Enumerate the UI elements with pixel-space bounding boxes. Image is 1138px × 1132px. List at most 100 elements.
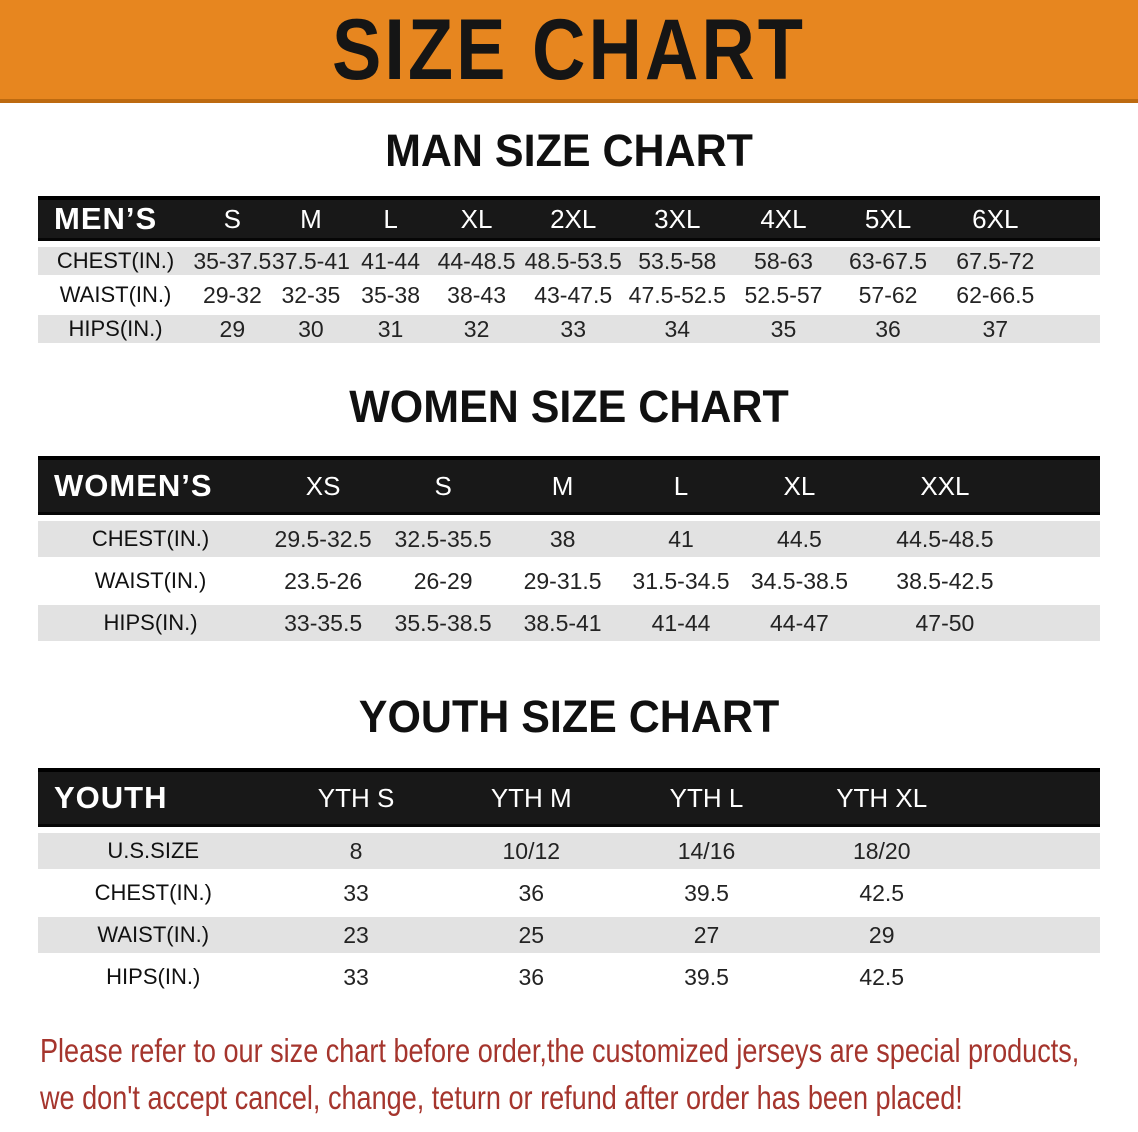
spacer-cell bbox=[1051, 196, 1100, 241]
size-value: 37 bbox=[939, 315, 1052, 343]
spacer-cell bbox=[1051, 281, 1100, 309]
size-value: 36 bbox=[443, 959, 619, 995]
size-col-header: YTH M bbox=[443, 768, 619, 827]
spacer-cell bbox=[1030, 521, 1100, 557]
size-value: 29.5-32.5 bbox=[263, 521, 384, 557]
size-value: 27 bbox=[618, 917, 795, 953]
size-col-header: XL bbox=[739, 456, 859, 515]
size-col-header: XS bbox=[263, 456, 384, 515]
spacer-cell bbox=[1051, 315, 1100, 343]
size-value: 34.5-38.5 bbox=[739, 563, 859, 599]
measure-label: WAIST(IN.) bbox=[38, 281, 194, 309]
measure-label: HIPS(IN.) bbox=[38, 959, 269, 995]
size-value: 32 bbox=[430, 315, 523, 343]
size-value: 8 bbox=[268, 833, 444, 869]
table-row: U.S.SIZE 8 10/12 14/16 18/20 bbox=[38, 833, 1100, 869]
size-value: 41-44 bbox=[622, 605, 740, 641]
size-value: 42.5 bbox=[794, 959, 970, 995]
size-value: 63-67.5 bbox=[836, 247, 940, 275]
size-value: 43-47.5 bbox=[522, 281, 625, 309]
size-col-header: XXL bbox=[858, 456, 1031, 515]
size-col-header: YTH S bbox=[268, 768, 444, 827]
table-row: WAIST(IN.) 29-32 32-35 35-38 38-43 43-47… bbox=[38, 281, 1100, 309]
table-row: HIPS(IN.) 33 36 39.5 42.5 bbox=[38, 959, 1100, 995]
table-row: CHEST(IN.) 33 36 39.5 42.5 bbox=[38, 875, 1100, 911]
size-value: 23 bbox=[268, 917, 444, 953]
size-value: 41 bbox=[622, 521, 740, 557]
table-row: HIPS(IN.) 29 30 31 32 33 34 35 36 37 bbox=[38, 315, 1100, 343]
measure-label: CHEST(IN.) bbox=[38, 247, 194, 275]
size-value: 38.5-41 bbox=[503, 605, 623, 641]
size-value: 36 bbox=[443, 875, 619, 911]
size-value: 38-43 bbox=[430, 281, 523, 309]
youth-size-section: YOUTH SIZE CHART YOUTH YTH S YTH M YTH L… bbox=[0, 691, 1138, 1001]
size-value: 39.5 bbox=[618, 959, 795, 995]
size-value: 41-44 bbox=[350, 247, 431, 275]
size-value: 35-38 bbox=[350, 281, 431, 309]
size-value: 44.5 bbox=[739, 521, 859, 557]
spacer-cell bbox=[969, 959, 1100, 995]
banner-title: SIZE CHART bbox=[332, 1, 806, 98]
size-value: 37.5-41 bbox=[271, 247, 351, 275]
table-row: CHEST(IN.) 29.5-32.5 32.5-35.5 38 41 44.… bbox=[38, 521, 1100, 557]
size-value: 14/16 bbox=[618, 833, 795, 869]
size-col-header: L bbox=[350, 196, 431, 241]
size-value: 32.5-35.5 bbox=[383, 521, 504, 557]
size-col-header: XL bbox=[430, 196, 523, 241]
table-row: WAIST(IN.) 23.5-26 26-29 29-31.5 31.5-34… bbox=[38, 563, 1100, 599]
spacer-cell bbox=[969, 833, 1100, 869]
man-size-section: MAN SIZE CHART MEN’S S M L XL 2XL 3XL 4X… bbox=[0, 125, 1138, 349]
size-value: 36 bbox=[836, 315, 940, 343]
spacer-cell bbox=[969, 875, 1100, 911]
size-col-header: YTH XL bbox=[794, 768, 970, 827]
youth-section-heading: YOUTH SIZE CHART bbox=[358, 691, 780, 743]
spacer-cell bbox=[1030, 456, 1100, 515]
size-value: 32-35 bbox=[271, 281, 351, 309]
size-value: 48.5-53.5 bbox=[522, 247, 625, 275]
spacer-cell bbox=[1030, 605, 1100, 641]
measure-label: WAIST(IN.) bbox=[38, 563, 264, 599]
youth-size-table: YOUTH YTH S YTH M YTH L YTH XL U.S.SIZE … bbox=[38, 762, 1100, 1001]
size-value: 52.5-57 bbox=[730, 281, 837, 309]
size-value: 23.5-26 bbox=[263, 563, 384, 599]
size-col-header: 6XL bbox=[939, 196, 1052, 241]
youth-table-label: YOUTH bbox=[38, 768, 269, 827]
spacer-cell bbox=[1051, 247, 1100, 275]
size-col-header: 2XL bbox=[522, 196, 625, 241]
size-col-header: 5XL bbox=[836, 196, 940, 241]
measure-label: WAIST(IN.) bbox=[38, 917, 269, 953]
disclaimer-line-1: Please refer to our size chart before or… bbox=[40, 1032, 1080, 1069]
size-value: 67.5-72 bbox=[939, 247, 1052, 275]
size-col-header: S bbox=[383, 456, 504, 515]
banner: SIZE CHART bbox=[0, 0, 1138, 103]
size-value: 35.5-38.5 bbox=[383, 605, 504, 641]
size-value: 33-35.5 bbox=[263, 605, 384, 641]
size-value: 38.5-42.5 bbox=[858, 563, 1031, 599]
size-col-header: L bbox=[622, 456, 740, 515]
disclaimer: Please refer to our size chart before or… bbox=[40, 1027, 1131, 1121]
size-value: 38 bbox=[503, 521, 623, 557]
spacer-cell bbox=[969, 768, 1100, 827]
disclaimer-line-2: we don't accept cancel, change, teturn o… bbox=[40, 1079, 963, 1116]
size-value: 33 bbox=[522, 315, 625, 343]
size-value: 35-37.5 bbox=[193, 247, 272, 275]
womens-table-label: WOMEN’S bbox=[38, 456, 264, 515]
measure-label: HIPS(IN.) bbox=[38, 315, 194, 343]
mens-size-table: MEN’S S M L XL 2XL 3XL 4XL 5XL 6XL CHEST… bbox=[38, 190, 1100, 349]
women-size-section: WOMEN SIZE CHART WOMEN’S XS S M L XL XXL bbox=[0, 384, 1138, 647]
size-value: 39.5 bbox=[618, 875, 795, 911]
size-value: 34 bbox=[624, 315, 731, 343]
size-value: 47.5-52.5 bbox=[624, 281, 731, 309]
size-value: 44-47 bbox=[739, 605, 859, 641]
man-section-heading: MAN SIZE CHART bbox=[385, 125, 753, 177]
size-value: 29-31.5 bbox=[503, 563, 623, 599]
size-value: 58-63 bbox=[730, 247, 837, 275]
size-value: 29 bbox=[794, 917, 970, 953]
size-value: 44-48.5 bbox=[430, 247, 523, 275]
mens-table-label: MEN’S bbox=[38, 196, 194, 241]
size-value: 10/12 bbox=[443, 833, 619, 869]
table-row: WAIST(IN.) 23 25 27 29 bbox=[38, 917, 1100, 953]
spacer-cell bbox=[969, 917, 1100, 953]
womens-header-row: WOMEN’S XS S M L XL XXL bbox=[38, 456, 1100, 515]
